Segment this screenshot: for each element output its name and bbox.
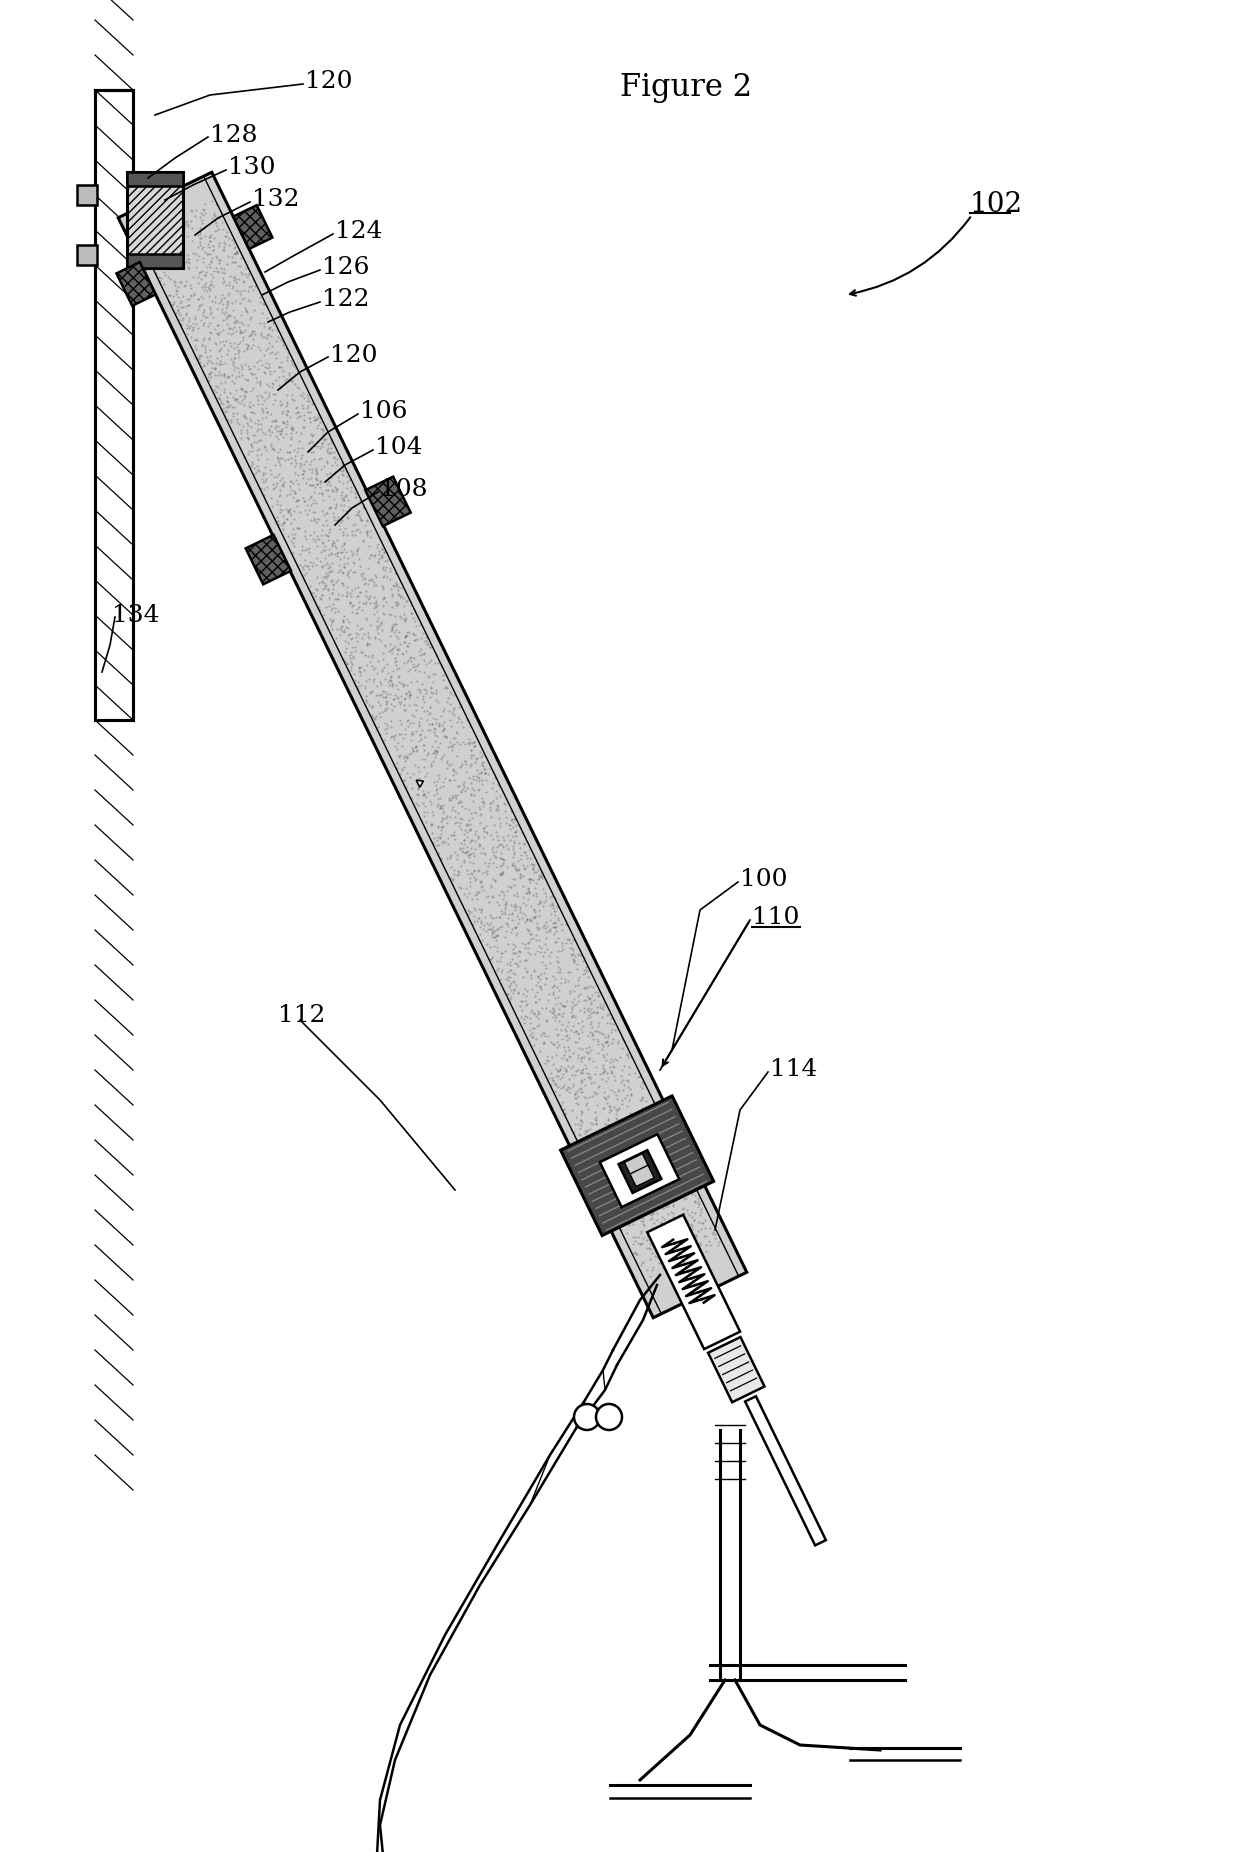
Polygon shape — [118, 172, 746, 1319]
Polygon shape — [600, 1133, 680, 1208]
Bar — [77, 244, 97, 265]
Text: 130: 130 — [228, 157, 275, 180]
Circle shape — [596, 1404, 622, 1430]
Polygon shape — [366, 476, 410, 526]
Polygon shape — [647, 1215, 740, 1348]
Bar — [126, 172, 184, 269]
Bar — [95, 91, 133, 720]
Polygon shape — [630, 1165, 655, 1187]
Text: 128: 128 — [210, 124, 258, 146]
Polygon shape — [708, 1337, 765, 1402]
Polygon shape — [745, 1396, 826, 1545]
Bar — [95, 91, 133, 720]
Bar — [126, 254, 184, 269]
Polygon shape — [417, 780, 423, 787]
Polygon shape — [117, 261, 155, 306]
Text: 100: 100 — [740, 869, 787, 891]
Text: 132: 132 — [252, 189, 300, 211]
Text: 120: 120 — [305, 70, 352, 93]
Bar — [126, 172, 184, 185]
Text: 114: 114 — [770, 1059, 817, 1082]
Circle shape — [574, 1404, 600, 1430]
Polygon shape — [560, 1096, 714, 1235]
Bar — [77, 185, 97, 206]
Text: 134: 134 — [112, 604, 160, 626]
Text: 108: 108 — [379, 478, 428, 502]
Text: Figure 2: Figure 2 — [620, 72, 753, 104]
Text: 122: 122 — [322, 289, 370, 311]
Text: 104: 104 — [374, 437, 423, 459]
Polygon shape — [233, 206, 273, 248]
Text: 112: 112 — [278, 1004, 325, 1026]
Text: 102: 102 — [970, 191, 1023, 219]
Polygon shape — [625, 1154, 649, 1174]
Text: 126: 126 — [322, 256, 370, 280]
Text: 110: 110 — [751, 906, 800, 930]
Text: 106: 106 — [360, 400, 408, 424]
Text: 124: 124 — [335, 220, 382, 243]
Text: 120: 120 — [330, 343, 377, 367]
Polygon shape — [619, 1150, 661, 1193]
Polygon shape — [246, 535, 291, 585]
